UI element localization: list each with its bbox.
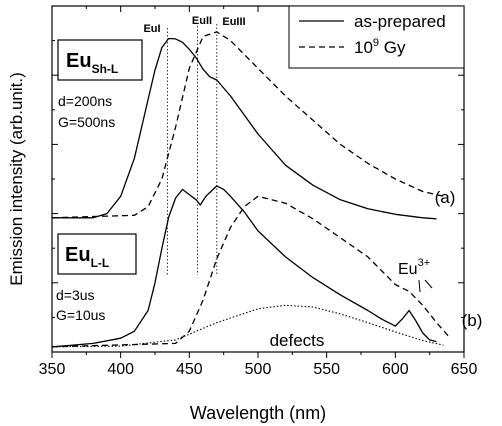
curve-tag-a: (a)	[435, 188, 456, 207]
panel-b-species-sub: L-L	[91, 256, 110, 270]
y-axis-label: Emission intensity (arb.unit.)	[7, 72, 26, 286]
annotation-eu3: Eu3+	[398, 257, 430, 278]
legend-box	[288, 5, 465, 69]
panel-a-species: Eu	[66, 50, 92, 72]
chart-marks	[51, 5, 465, 358]
band-label-eu1: EuI	[143, 23, 160, 35]
panel-b-gate: G=10us	[56, 307, 105, 323]
legend-label-as-prepared: as-prepared	[354, 12, 446, 31]
panel-a-delay: d=200ns	[58, 93, 112, 109]
panel-a-label-box	[57, 39, 143, 81]
panel-b-label: EuL-L	[57, 233, 137, 275]
series-line-2-dashed	[51, 31, 444, 219]
x-tick-label-350: 350	[39, 361, 66, 378]
panel-a-gate: G=500ns	[58, 114, 115, 130]
series-line-3-solid	[51, 185, 437, 348]
panel-b-delay: d=3us	[56, 287, 95, 303]
panel-b-species: Eu	[65, 244, 91, 266]
svg-text:EuL-L: EuL-L	[65, 244, 109, 270]
x-axis-label: Wavelength (nm)	[190, 403, 326, 423]
annotation-defects: defects	[270, 331, 325, 350]
x-tick-label-600: 600	[382, 361, 409, 378]
band-label-eu2: EuII	[192, 15, 212, 27]
panel-a-species-sub: Sh-L	[92, 62, 119, 76]
x-tick-label-450: 450	[176, 361, 203, 378]
x-tick-label-400: 400	[107, 361, 134, 378]
series-line-4-dashed	[51, 195, 451, 348]
x-tick-label-550: 550	[313, 361, 340, 378]
panel-a-label: EuSh-L	[57, 39, 143, 81]
panel-b-label-box	[57, 233, 137, 275]
plot-frame	[51, 5, 465, 353]
series-line-5-dotted	[51, 304, 444, 348]
eu3-arrow-left	[418, 279, 421, 293]
x-tick-label-500: 500	[245, 361, 272, 378]
eu3-arrow-right	[424, 279, 433, 289]
series-line-1-solid	[52, 37, 437, 220]
band-label-eu3: EuIII	[222, 16, 245, 28]
curve-tag-b: (b)	[462, 311, 483, 330]
legend: as-prepared 109 Gy	[288, 5, 465, 69]
legend-label-dose: 109 Gy	[354, 37, 406, 57]
x-tick-label-650: 650	[451, 361, 478, 378]
svg-text:EuSh-L: EuSh-L	[66, 50, 118, 76]
